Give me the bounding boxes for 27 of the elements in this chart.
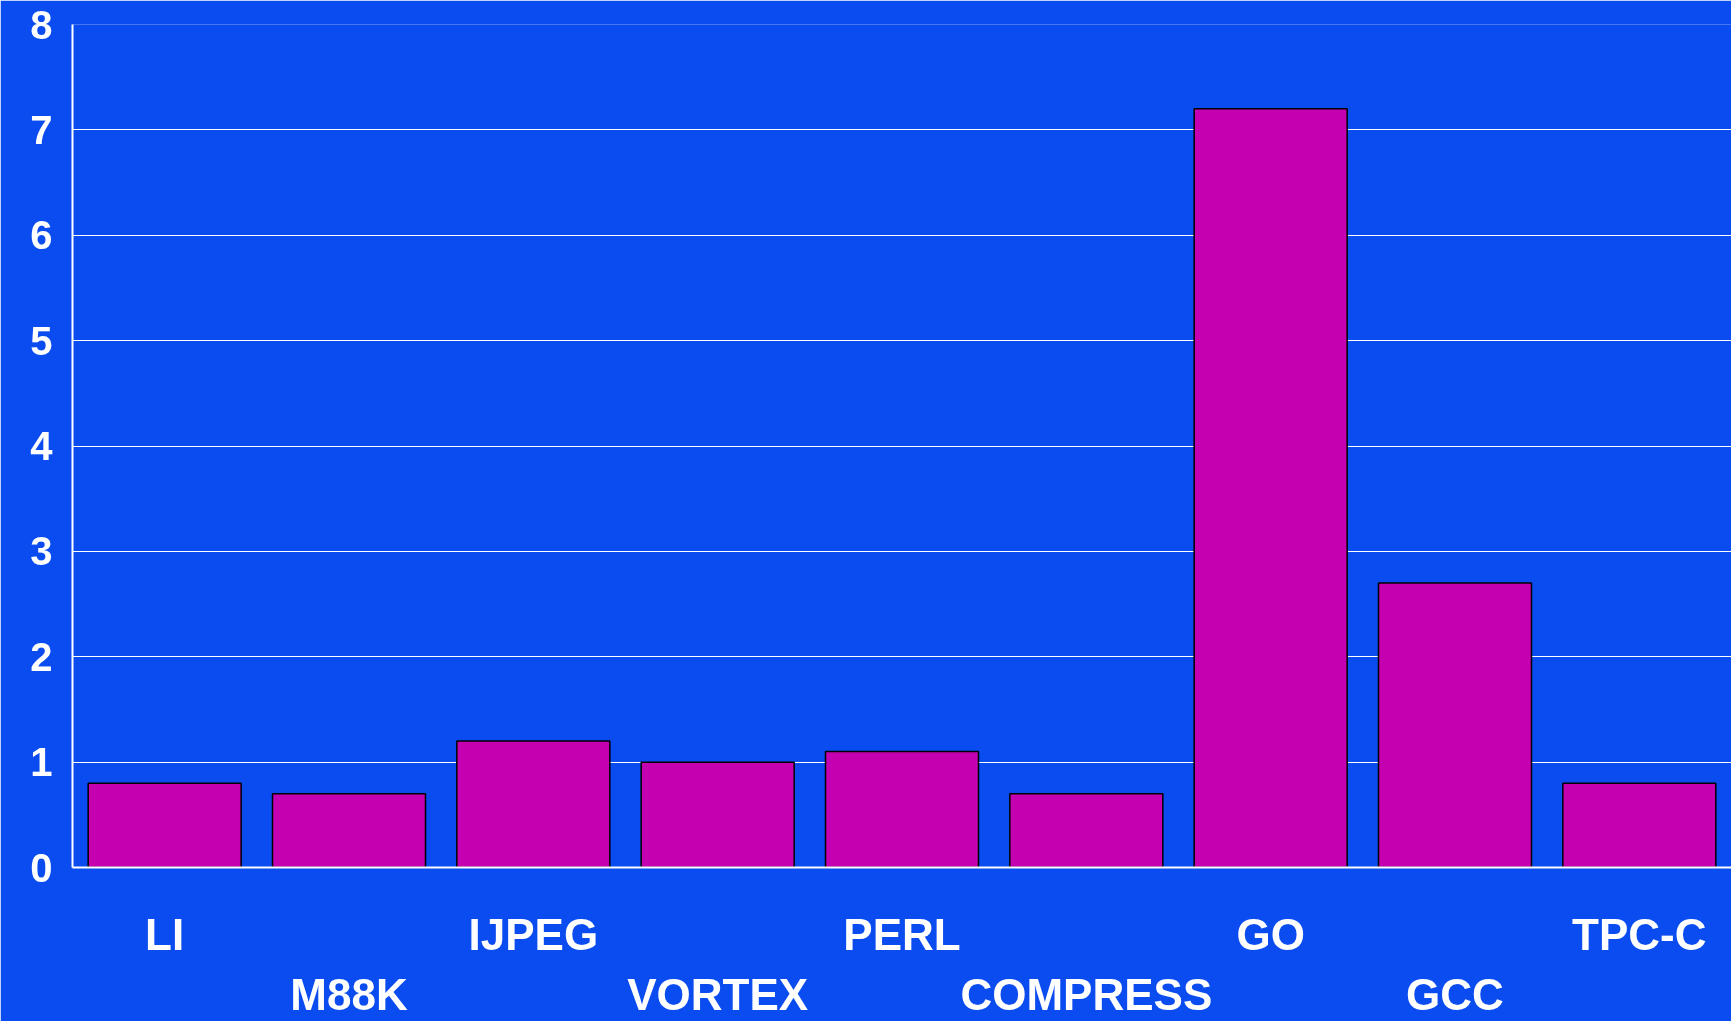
y-tick-label: 4 xyxy=(30,424,54,468)
bar xyxy=(1009,792,1164,868)
y-tick-label: 7 xyxy=(30,107,53,152)
x-tick-label: PERL xyxy=(843,909,961,959)
bar xyxy=(456,740,611,868)
y-tick-label: 5 xyxy=(30,318,53,363)
x-tick-label: TPC-C xyxy=(1572,909,1707,959)
y-tick-label: 0 xyxy=(30,845,53,890)
x-tick-label: LI xyxy=(145,909,185,959)
y-tick-label: 2 xyxy=(30,634,53,679)
y-tick-label: 3 xyxy=(30,529,53,574)
bar xyxy=(640,761,795,868)
x-tick-label: VORTEX xyxy=(627,969,809,1019)
x-tick-label: COMPRESS xyxy=(960,969,1213,1019)
bar xyxy=(1562,782,1717,868)
bar xyxy=(824,750,980,868)
x-tick-label: IJPEG xyxy=(468,909,599,959)
y-tick-label: 1 xyxy=(30,740,53,785)
y-tick-label: 8 xyxy=(30,2,53,47)
x-tick-label: GCC xyxy=(1406,969,1504,1019)
x-tick-label: M88K xyxy=(290,969,408,1019)
bar xyxy=(1193,108,1348,868)
x-tick-label: GO xyxy=(1236,909,1305,959)
bar xyxy=(271,792,427,868)
bar xyxy=(87,782,242,868)
y-tick-label: 6 xyxy=(30,213,53,258)
bar xyxy=(1377,582,1533,868)
